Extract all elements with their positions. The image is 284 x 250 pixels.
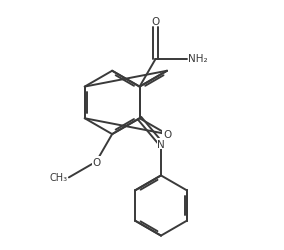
Text: CH₃: CH₃: [50, 173, 68, 183]
Text: O: O: [163, 130, 171, 140]
Text: N: N: [157, 139, 165, 149]
Text: O: O: [92, 157, 101, 167]
Text: O: O: [151, 16, 160, 26]
Text: NH₂: NH₂: [188, 54, 208, 64]
